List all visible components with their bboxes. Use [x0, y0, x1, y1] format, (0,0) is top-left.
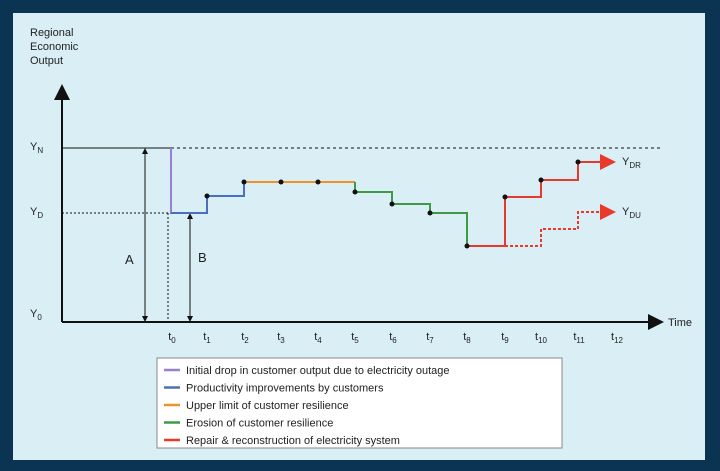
sub-label: YDU — [622, 206, 641, 220]
erosion-step — [354, 182, 468, 246]
label-sub: 11 — [576, 336, 585, 345]
label-base: t — [389, 331, 392, 343]
label-base: t — [277, 331, 280, 343]
label-sub: 7 — [429, 336, 434, 345]
sub-label: YN — [30, 141, 43, 155]
step-dots — [204, 159, 581, 249]
label-sub: DU — [629, 211, 641, 220]
repair-step — [467, 154, 616, 247]
y-axis-label: Regional — [30, 27, 73, 39]
sub-label: t11 — [573, 331, 585, 345]
sub-label: t1 — [203, 331, 211, 345]
sub-label: t8 — [463, 331, 471, 345]
plot: Regional Economic Output Time A B — [30, 27, 692, 330]
sub-label: t12 — [611, 331, 624, 345]
sub-label: Y0 — [30, 308, 42, 322]
annotation-a: A — [125, 252, 134, 267]
label-base: t — [573, 331, 576, 343]
label-base: Y — [622, 206, 630, 218]
label-base: t — [535, 331, 538, 343]
sub-label: t3 — [277, 331, 285, 345]
label-sub: 5 — [354, 336, 359, 345]
sub-label: t0 — [168, 331, 176, 345]
sub-label: t4 — [314, 331, 322, 345]
repair-dotted-step — [505, 204, 616, 247]
legend-label: Repair & reconstruction of electricity s… — [186, 435, 400, 447]
legend-label: Upper limit of customer resilience — [186, 400, 349, 412]
label-sub: 3 — [280, 336, 285, 345]
label-base: t — [463, 331, 466, 343]
label-sub: 0 — [37, 313, 42, 322]
label-base: t — [168, 331, 171, 343]
label-sub: N — [37, 146, 43, 155]
sub-label: YD — [30, 206, 43, 220]
y-axis-label: Economic — [30, 41, 79, 53]
label-base: t — [611, 331, 614, 343]
sub-label: t10 — [535, 331, 548, 345]
label-sub: 4 — [317, 336, 322, 345]
x-axis-label: Time — [668, 317, 692, 329]
label-base: Y — [30, 141, 38, 153]
label-base: t — [351, 331, 354, 343]
annotation-b: B — [198, 250, 207, 265]
sub-label: t9 — [501, 331, 509, 345]
legend — [156, 357, 563, 449]
sub-label: YDR — [622, 156, 641, 170]
legend-label: Initial drop in customer output due to e… — [186, 365, 450, 377]
y-axis-label: Output — [30, 55, 63, 67]
sub-label: t2 — [241, 331, 249, 345]
label-base: Y — [30, 308, 38, 320]
label-base: t — [203, 331, 206, 343]
label-sub: 0 — [171, 336, 176, 345]
label-base: Y — [30, 206, 38, 218]
legend-label: Erosion of customer resilience — [186, 418, 333, 430]
label-base: t — [426, 331, 429, 343]
label-base: t — [501, 331, 504, 343]
legend-label: Productivity improvements by customers — [186, 383, 384, 395]
label-sub: 12 — [614, 336, 623, 345]
sub-label: t5 — [351, 331, 359, 345]
label-sub: 8 — [466, 336, 471, 345]
label-sub: 2 — [244, 336, 249, 345]
label-sub: D — [37, 211, 43, 220]
sub-label: t6 — [389, 331, 397, 345]
sub-label: t7 — [426, 331, 434, 345]
label-sub: 9 — [504, 336, 509, 345]
label-sub: 1 — [206, 336, 211, 345]
label-base: Y — [622, 156, 630, 168]
label-base: t — [241, 331, 244, 343]
label-base: t — [314, 331, 317, 343]
label-sub: DR — [629, 161, 641, 170]
label-sub: 10 — [538, 336, 547, 345]
label-sub: 6 — [392, 336, 397, 345]
